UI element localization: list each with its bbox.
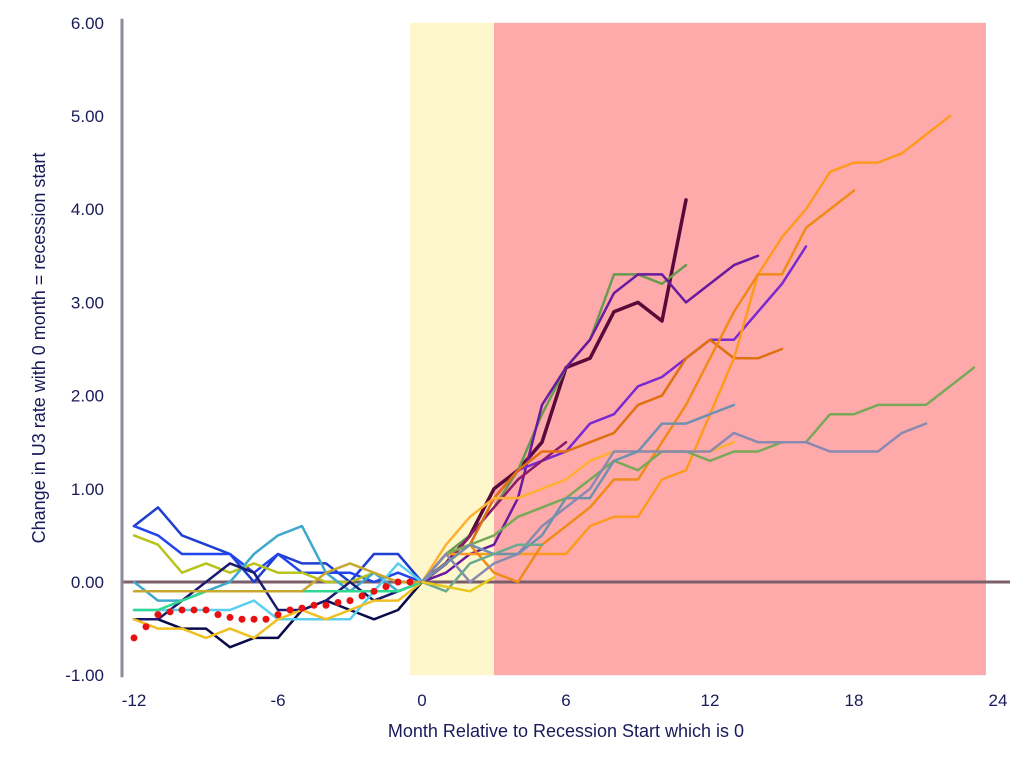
- series-24-point: [310, 601, 318, 609]
- series-24-point: [142, 623, 150, 631]
- x-tick-label: 0: [417, 691, 426, 710]
- series-24-point: [274, 611, 282, 619]
- series-24-point: [370, 587, 378, 595]
- y-tick-label: -1.00: [65, 666, 104, 685]
- series-24-point: [166, 608, 174, 616]
- x-tick-label: 12: [701, 691, 720, 710]
- series-24-point: [406, 578, 414, 586]
- series-24-point: [190, 606, 198, 614]
- series-21-line: [420, 403, 736, 584]
- series-24-point: [226, 613, 234, 621]
- series-24-average-dots: [130, 578, 414, 642]
- series-24-point: [154, 611, 162, 619]
- y-tick-label: 1.00: [71, 480, 104, 499]
- series-1-line: [132, 524, 424, 584]
- series-24-point: [238, 615, 246, 623]
- y-tick-label: 0.00: [71, 573, 104, 592]
- y-tick-label: 3.00: [71, 293, 104, 312]
- series-24-point: [214, 611, 222, 619]
- series-24-point: [358, 592, 366, 600]
- series-layer: [130, 114, 976, 649]
- y-tick-label: 6.00: [71, 14, 104, 33]
- series-19-line: [420, 366, 976, 584]
- x-axis-title: Month Relative to Recession Start which …: [388, 721, 744, 741]
- x-tick-label: 18: [845, 691, 864, 710]
- series-24-point: [346, 597, 354, 605]
- x-tick-label: 24: [989, 691, 1008, 710]
- x-tick-label: 6: [561, 691, 570, 710]
- series-24-point: [178, 606, 186, 614]
- series-9-line: [132, 562, 424, 593]
- series-0-line: [132, 506, 424, 584]
- series-12-line: [420, 254, 760, 584]
- y-tick-label: 5.00: [71, 107, 104, 126]
- series-7-line: [132, 580, 424, 640]
- shaded-region-1: [494, 22, 986, 676]
- series-24-point: [262, 615, 270, 623]
- series-24-point: [298, 604, 306, 612]
- series-24-point: [250, 615, 258, 623]
- x-tick-labels: -12 -6 0 6 12 18 24: [122, 691, 1008, 710]
- series-22-line: [420, 543, 544, 593]
- y-tick-label: 2.00: [71, 387, 104, 406]
- series-17-line: [420, 189, 856, 584]
- series-24-point: [130, 634, 138, 642]
- y-tick-labels: -1.00 0.00 1.00 2.00 3.00 4.00 5.00 6.00: [65, 14, 104, 685]
- series-24-point: [202, 606, 210, 614]
- series-24-point: [322, 601, 330, 609]
- x-tick-label: -12: [122, 691, 147, 710]
- series-20-line: [420, 422, 928, 584]
- recession-shading: [410, 22, 986, 676]
- series-3-line: [132, 524, 424, 602]
- series-24-point: [334, 599, 342, 607]
- y-axis-title: Change in U3 rate with 0 month = recessi…: [29, 153, 49, 544]
- series-24-point: [286, 606, 294, 614]
- series-23-line: [420, 576, 496, 593]
- series-24-point: [382, 583, 390, 591]
- series-24-point: [394, 578, 402, 586]
- shaded-region-0: [410, 22, 494, 676]
- series-15-line: [420, 338, 784, 584]
- x-tick-label: -6: [270, 691, 285, 710]
- y-tick-label: 4.00: [71, 200, 104, 219]
